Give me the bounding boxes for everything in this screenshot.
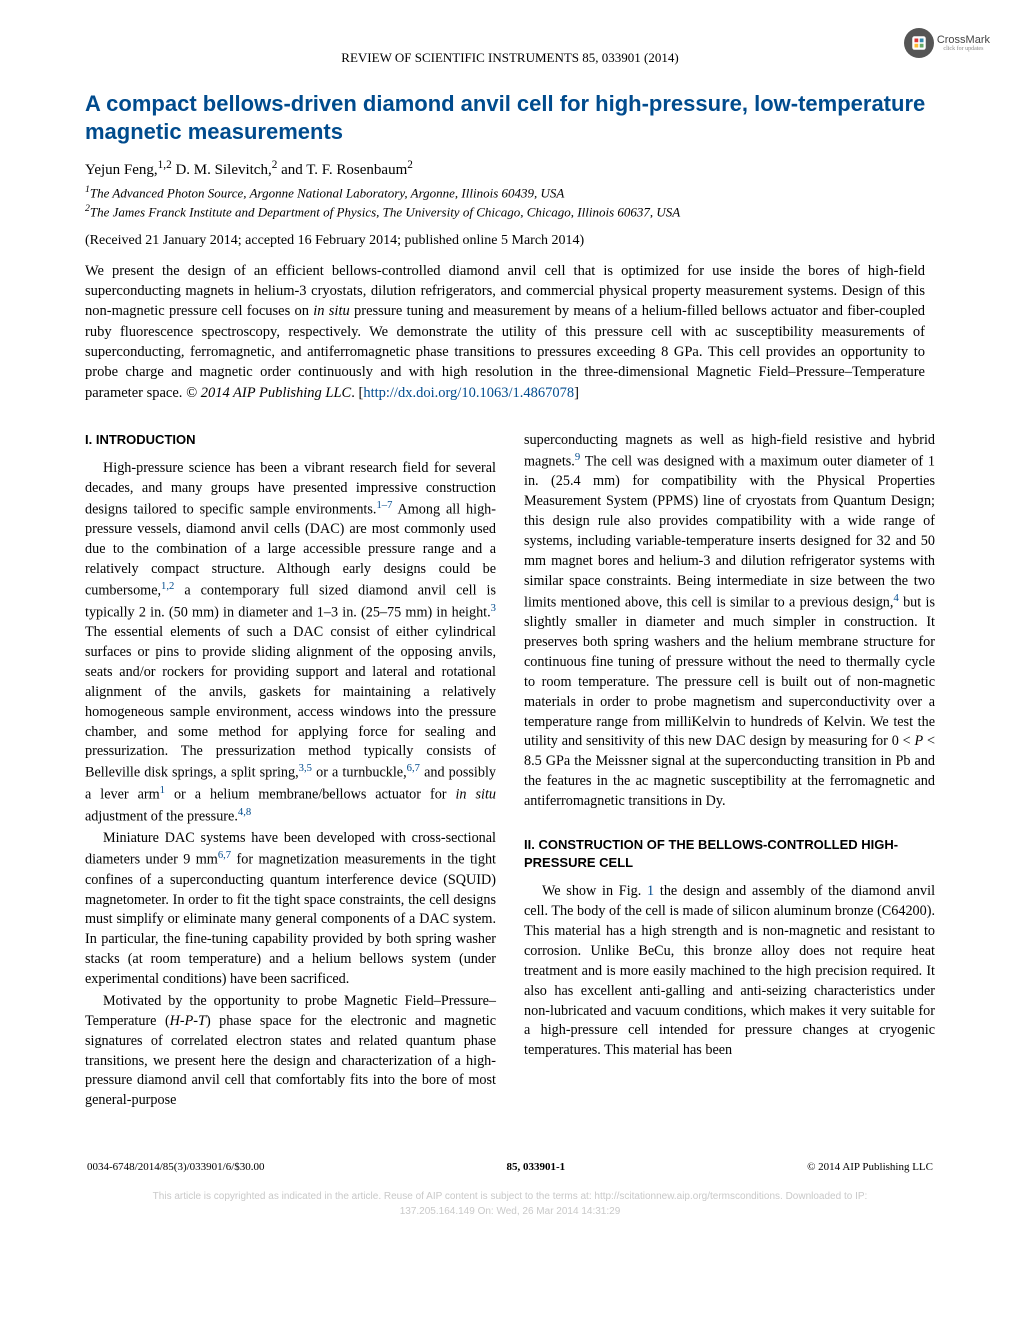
col2-continuation-para: superconducting magnets as well as high-…	[524, 431, 935, 812]
right-column: superconducting magnets as well as high-…	[524, 431, 935, 1113]
intro-para-3: Motivated by the opportunity to probe Ma…	[85, 992, 496, 1111]
affiliations: 1The Advanced Photon Source, Argonne Nat…	[85, 183, 935, 221]
crossmark-badge[interactable]: CrossMark click for updates	[904, 28, 990, 58]
crossmark-label: CrossMark	[937, 34, 990, 46]
affiliation-2: 2The James Franck Institute and Departme…	[85, 202, 935, 221]
authors: Yejun Feng,1,2 D. M. Silevitch,2 and T. …	[85, 159, 935, 179]
publication-dates: (Received 21 January 2014; accepted 16 F…	[85, 233, 935, 249]
title-link[interactable]: A compact bellows-driven diamond anvil c…	[85, 91, 925, 144]
page-footer: 0034-6748/2014/85(3)/033901/6/$30.00 85,…	[85, 1161, 935, 1173]
watermark-line-2: 137.205.164.149 On: Wed, 26 Mar 2014 14:…	[85, 1204, 935, 1219]
affiliation-1: 1The Advanced Photon Source, Argonne Nat…	[85, 183, 935, 202]
doi-link[interactable]: http://dx.doi.org/10.1063/1.4867078	[363, 385, 574, 401]
footer-left: 0034-6748/2014/85(3)/033901/6/$30.00	[87, 1161, 265, 1173]
left-column: I. INTRODUCTION High-pressure science ha…	[85, 431, 496, 1113]
section-heading-intro: I. INTRODUCTION	[85, 431, 496, 449]
section-heading-construction: II. CONSTRUCTION OF THE BELLOWS-CONTROLL…	[524, 836, 935, 872]
intro-para-2: Miniature DAC systems have been develope…	[85, 829, 496, 990]
intro-para-1: High-pressure science has been a vibrant…	[85, 459, 496, 827]
journal-header: REVIEW OF SCIENTIFIC INSTRUMENTS 85, 033…	[85, 50, 935, 66]
footer-right: © 2014 AIP Publishing LLC	[807, 1161, 933, 1173]
journal-line: REVIEW OF SCIENTIFIC INSTRUMENTS 85, 033…	[341, 50, 678, 65]
watermark-line-1: This article is copyrighted as indicated…	[85, 1189, 935, 1204]
construction-para-1: We show in Fig. 1 the design and assembl…	[524, 882, 935, 1061]
abstract: We present the design of an efficient be…	[85, 261, 935, 403]
crossmark-sublabel: click for updates	[937, 46, 990, 52]
article-title: A compact bellows-driven diamond anvil c…	[85, 90, 935, 145]
crossmark-icon	[904, 28, 934, 58]
footer-center: 85, 033901-1	[506, 1161, 565, 1173]
copyright-watermark: This article is copyrighted as indicated…	[85, 1189, 935, 1219]
